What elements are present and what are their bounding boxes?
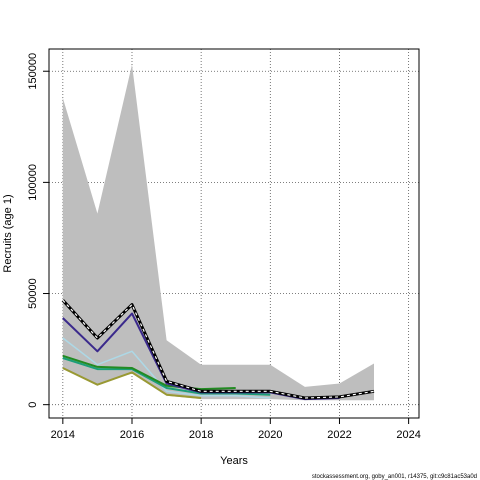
confidence-band xyxy=(62,64,375,401)
x-tick-label-2024: 2024 xyxy=(396,429,420,441)
y-tick-label-0: 0 xyxy=(27,402,39,408)
y-axis: 0 50000 100000 150000 xyxy=(27,53,49,408)
series-line-3 xyxy=(62,354,236,391)
series-line-1 xyxy=(62,367,202,399)
x-tick-label-2016: 2016 xyxy=(120,429,144,441)
series-lines xyxy=(61,299,375,401)
x-tick-label-2020: 2020 xyxy=(258,429,282,441)
x-axis: 2014 2016 2018 2020 2022 2024 xyxy=(51,418,421,441)
x-tick-label-2018: 2018 xyxy=(189,429,213,441)
y-axis-title: Recruits (age 1) xyxy=(2,194,14,272)
confidence-band-area xyxy=(62,64,375,401)
series-line-6 xyxy=(62,299,375,399)
series-line-2 xyxy=(62,357,271,396)
plot-frame xyxy=(48,48,420,419)
x-tick-label-2022: 2022 xyxy=(327,429,351,441)
y-tick-label-50000: 50000 xyxy=(27,278,39,309)
y-tick-label-100000: 100000 xyxy=(27,164,39,201)
footer-credit: stockassessment.org, goby_an001, r14375,… xyxy=(312,474,477,480)
x-tick-label-2014: 2014 xyxy=(51,429,75,441)
series-line-0 xyxy=(62,337,271,399)
y-tick-label-150000: 150000 xyxy=(27,53,39,90)
x-axis-title: Years xyxy=(220,455,248,467)
